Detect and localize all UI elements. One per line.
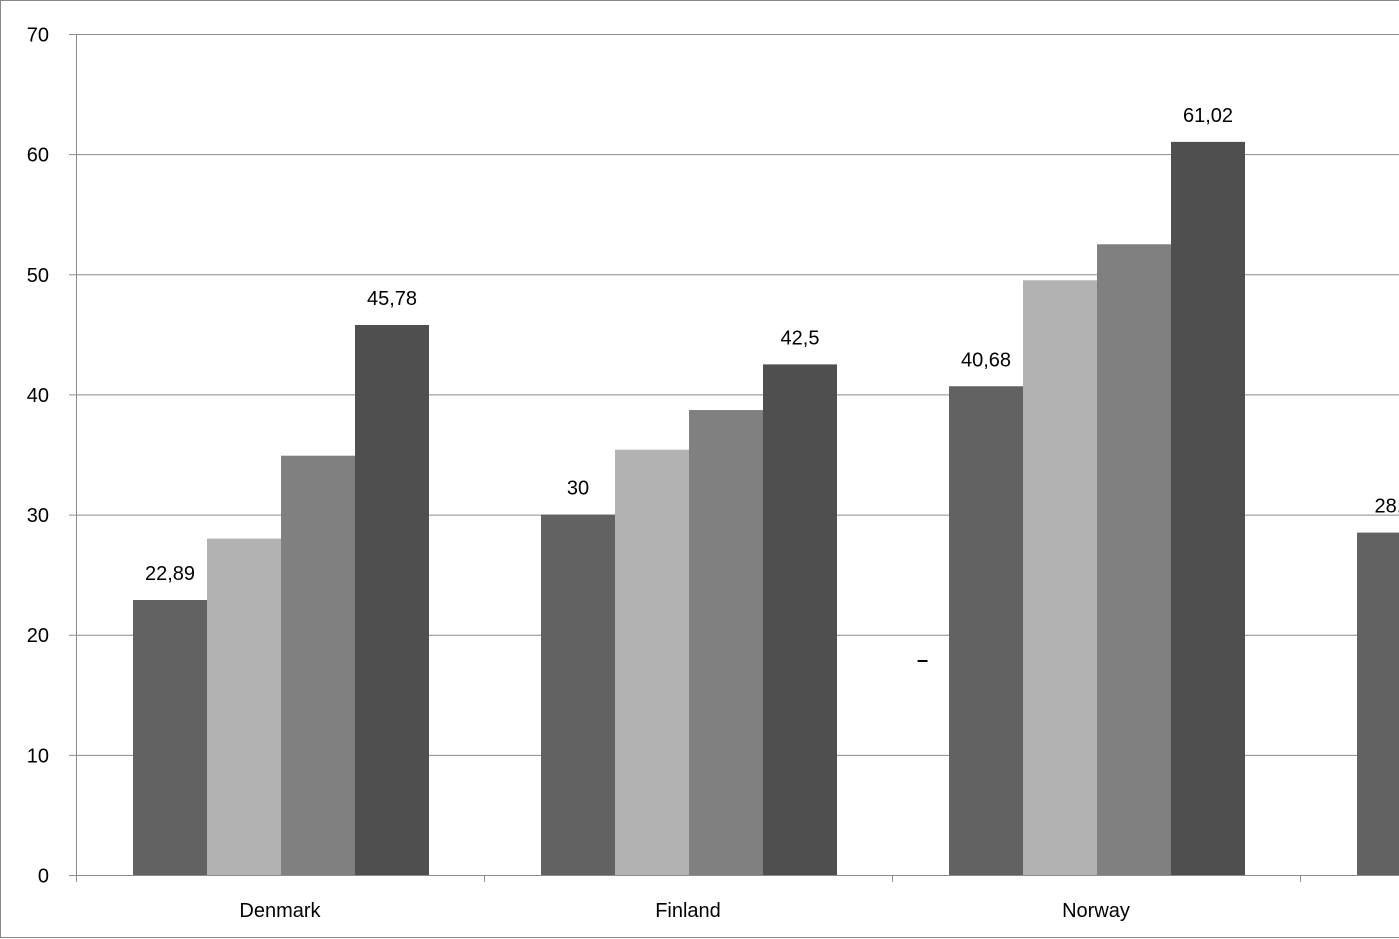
data-label: 42,5 [781, 327, 820, 349]
y-tick-label: 50 [27, 265, 49, 287]
bar [615, 449, 689, 875]
data-label: 40,68 [961, 349, 1011, 371]
data-label: 45,78 [367, 288, 417, 310]
axes [69, 34, 1399, 882]
bar [541, 514, 615, 875]
bar [1023, 280, 1097, 875]
bar [1097, 244, 1171, 875]
bar [1171, 141, 1245, 875]
data-label: 61,02 [1183, 105, 1233, 127]
bar [763, 364, 837, 875]
bar [1357, 532, 1399, 875]
bar [207, 538, 281, 875]
data-label: 30 [567, 478, 589, 500]
y-tick-label: 10 [27, 745, 49, 767]
labels: 0 10 20 30 40 50 60 70 Denmark Finland Norway 22,89… [27, 25, 1399, 923]
y-tick-label: 60 [27, 145, 49, 167]
bar [689, 410, 763, 875]
bars [133, 141, 1399, 876]
y-tick-label: 0 [38, 866, 49, 888]
x-category-label: Denmark [239, 900, 321, 922]
annotation-mark: – [917, 650, 928, 672]
y-tick-label: 70 [27, 25, 49, 47]
y-tick-label: 20 [27, 625, 49, 647]
y-tick-label: 30 [27, 505, 49, 527]
x-category-label: Norway [1062, 900, 1130, 922]
bar [133, 599, 207, 875]
y-tick-label: 40 [27, 385, 49, 407]
bar [355, 324, 429, 876]
bar [949, 386, 1023, 875]
bar [281, 455, 355, 875]
data-label: 28,5 [1375, 496, 1399, 518]
x-category-label: Finland [655, 900, 721, 922]
data-label: 22,89 [145, 563, 195, 585]
